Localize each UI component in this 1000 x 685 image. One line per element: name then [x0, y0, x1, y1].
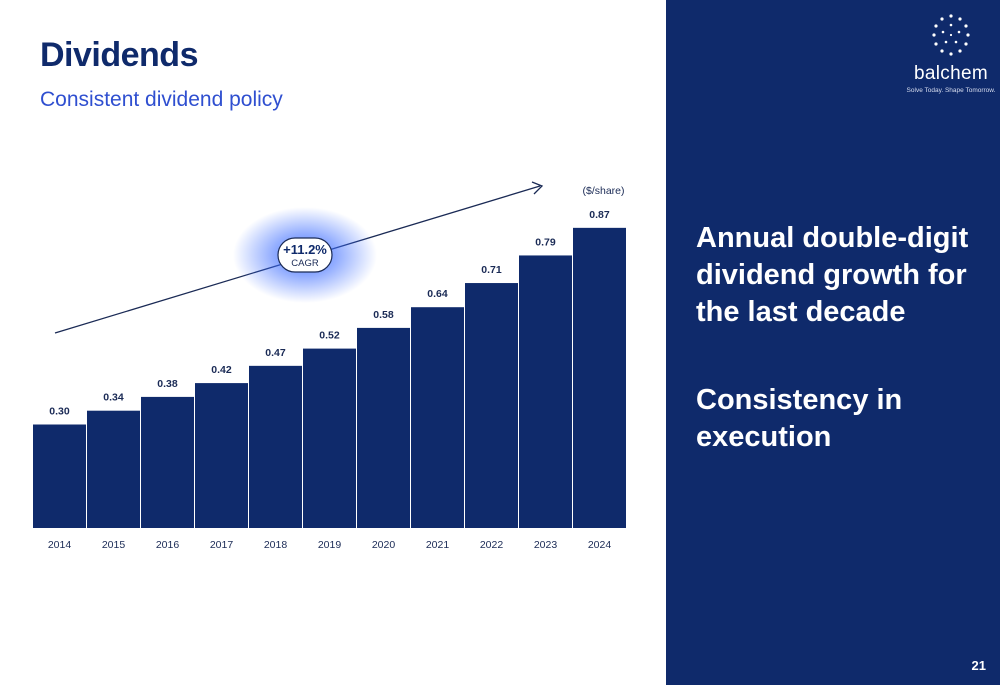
bar-2018 [249, 365, 302, 528]
bar-2022 [465, 283, 518, 528]
bar-2021 [411, 307, 464, 528]
panel-message-consistency: Consistency in execution [696, 384, 903, 453]
unit-label: ($/share) [582, 185, 624, 197]
bar-2016 [141, 396, 194, 528]
bars-layer: 0.30 2014 0.34 2015 0.38 2016 0.42 2017 0.47 2018… [33, 209, 626, 551]
tick-label-2021: 2021 [426, 539, 450, 551]
data-label-2017: 0.42 [211, 364, 232, 376]
bar-2024 [573, 227, 626, 528]
data-label-2020: 0.58 [373, 309, 394, 321]
bar-2015 [87, 410, 140, 528]
tick-label-2015: 2015 [102, 539, 126, 551]
right-panel: balchem Solve Today. Shape Tomorrow. Ann… [666, 0, 1000, 685]
tick-label-2022: 2022 [480, 539, 504, 551]
bar-2019 [303, 348, 356, 528]
cagr-annotation: ($/share) +11.2%CAGR [54, 181, 625, 334]
panel-message-growth: Annual double-digit dividend growth for … [696, 222, 969, 328]
tick-label-2020: 2020 [372, 539, 396, 551]
cagr-pill [277, 237, 333, 273]
brand-name: balchem [914, 63, 988, 84]
data-label-2024: 0.87 [589, 209, 610, 221]
slide-subtitle: Consistent dividend policy [40, 88, 283, 111]
tick-label-2014: 2014 [48, 539, 72, 551]
data-label-2022: 0.71 [481, 264, 502, 276]
data-label-2023: 0.79 [535, 236, 556, 248]
cagr-value: +11.2% [283, 242, 327, 257]
bar-2023 [519, 255, 572, 528]
bar-2017 [195, 383, 248, 528]
tick-label-2024: 2024 [588, 539, 612, 551]
page-number: 21 [971, 658, 986, 673]
dividend-bar-chart: 0.30 2014 0.34 2015 0.38 2016 0.42 2017 0.47 2018… [33, 181, 626, 551]
bar-2020 [357, 327, 410, 528]
data-label-2019: 0.52 [319, 330, 340, 342]
tick-label-2019: 2019 [318, 539, 342, 551]
data-label-2018: 0.47 [265, 347, 286, 359]
tick-label-2023: 2023 [534, 539, 558, 551]
tick-label-2018: 2018 [264, 539, 288, 551]
bar-2014 [33, 424, 86, 528]
data-label-2014: 0.30 [49, 406, 70, 418]
dotted-circle-logo-icon [932, 14, 970, 56]
slide-title: Dividends [40, 36, 198, 74]
cagr-label: CAGR [291, 258, 319, 269]
tick-label-2017: 2017 [210, 539, 234, 551]
data-label-2015: 0.34 [103, 392, 124, 404]
tick-label-2016: 2016 [156, 539, 180, 551]
trend-arrow-head [531, 181, 544, 195]
data-label-2016: 0.38 [157, 378, 178, 390]
brand-logo: balchem Solve Today. Shape Tomorrow. [906, 12, 996, 94]
brand-tagline: Solve Today. Shape Tomorrow. [906, 87, 996, 94]
data-label-2021: 0.64 [427, 288, 448, 300]
